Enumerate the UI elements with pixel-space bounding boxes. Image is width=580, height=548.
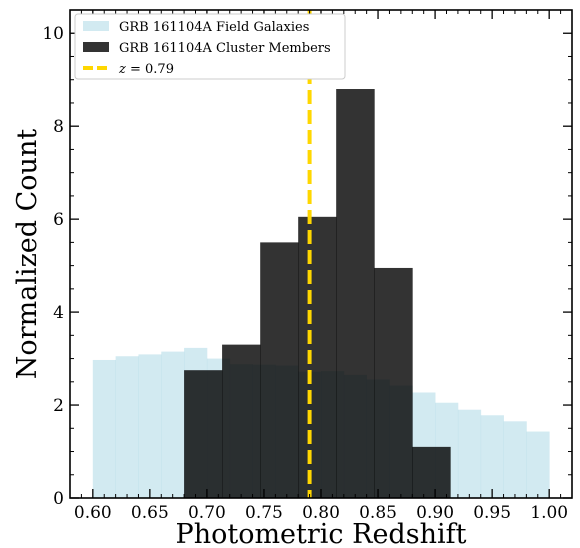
cluster-bar [412,446,451,498]
x-tick-label: 0.85 [359,503,397,523]
field-bar [503,421,527,498]
y-tick-label: 2 [53,396,64,416]
legend-box [74,13,346,80]
cluster-bar [260,242,299,498]
legend-label-field: GRB 161104A Field Galaxies [119,20,309,35]
field-bar [480,415,504,498]
x-tick-label: 0.90 [416,503,454,523]
x-tick-label: 0.60 [74,503,112,523]
legend-label-reference: z = 0.79 [118,62,174,77]
x-tick-label: 0.75 [245,503,283,523]
cluster-members-series [184,89,451,499]
y-tick-label: 4 [53,303,64,323]
y-tick-label: 10 [42,24,64,44]
legend: GRB 161104A Field Galaxies GRB 161104A C… [74,13,346,80]
y-tick-label: 6 [53,210,64,230]
y-tick-label: 8 [53,117,64,137]
y-axis-ticks: 0 2 4 6 8 10 [42,9,572,509]
cluster-bar [336,89,375,498]
cluster-bar [298,216,337,499]
legend-label-reference-value: = 0.79 [126,62,174,77]
field-bar [138,354,162,498]
x-tick-label: 0.70 [188,503,226,523]
field-bar [161,351,185,498]
y-tick-label: 0 [53,489,64,509]
legend-swatch-field [83,21,109,31]
y-axis-title: Normalized Count [12,129,43,380]
legend-swatch-cluster [83,42,109,52]
field-bar [526,431,550,498]
cluster-bar [222,344,261,498]
legend-label-cluster: GRB 161104A Cluster Members [119,41,331,56]
cluster-bar [374,267,413,498]
x-tick-label: 0.95 [473,503,511,523]
x-tick-label: 0.65 [131,503,169,523]
field-bar [92,359,117,498]
field-bar [457,409,482,498]
cluster-bar [184,370,223,498]
x-axis-title: Photometric Redshift [176,519,467,548]
x-axis-ticks: 0.60 0.65 0.70 0.75 0.80 0.85 0.90 0.95 1.00 [74,10,568,523]
x-tick-label: 0.80 [302,503,340,523]
field-bar [115,356,139,498]
x-tick-label: 1.00 [530,503,568,523]
legend-label-reference-var: z [118,62,126,77]
